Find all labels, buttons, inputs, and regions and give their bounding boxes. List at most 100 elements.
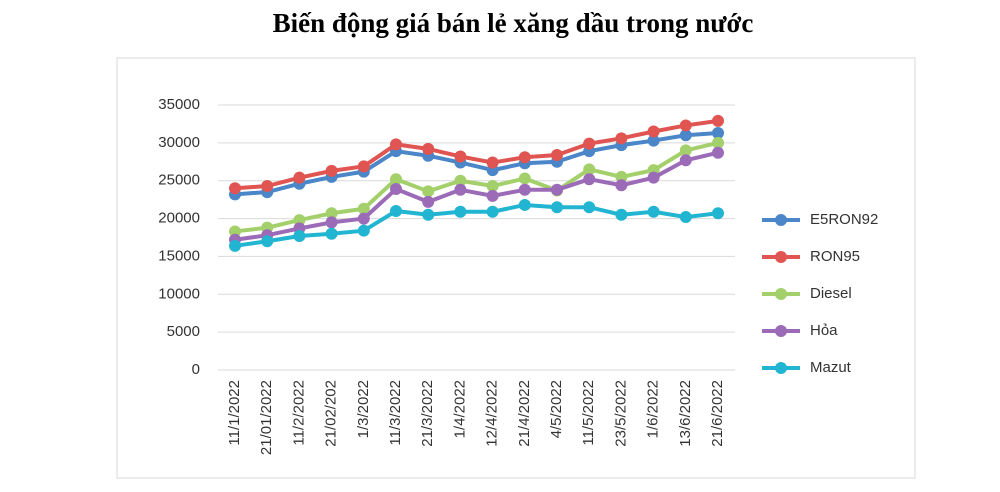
point xyxy=(325,164,338,177)
point xyxy=(583,201,596,214)
y-tick-label: 5000 xyxy=(167,323,200,340)
x-tick-label: 23/5/2022 xyxy=(612,380,629,447)
legend-label: E5RON92 xyxy=(810,211,878,228)
point xyxy=(357,212,370,225)
x-tick-label: 21/02/202 xyxy=(323,380,340,447)
y-tick-label: 30000 xyxy=(158,134,200,151)
point xyxy=(293,171,306,184)
x-tick-label: 12/4/2022 xyxy=(484,380,501,447)
legend-marker xyxy=(775,214,787,226)
point xyxy=(712,114,724,127)
point xyxy=(647,125,660,138)
point xyxy=(325,216,338,229)
point xyxy=(518,151,531,164)
legend-label: Mazut xyxy=(810,359,852,376)
y-tick-label: 20000 xyxy=(158,210,200,227)
point xyxy=(293,214,306,227)
point xyxy=(615,208,628,221)
point xyxy=(229,225,241,238)
point xyxy=(679,119,692,132)
point xyxy=(293,229,306,242)
point xyxy=(357,160,370,173)
y-tick-label: 25000 xyxy=(158,172,200,189)
point xyxy=(390,138,402,151)
point xyxy=(422,185,435,198)
x-tick-label: 11/1/2022 xyxy=(226,380,243,446)
x-tick-label: 1/6/2022 xyxy=(645,380,662,438)
x-tick-label: 11/5/2022 xyxy=(580,380,597,446)
x-tick-label: 11/3/2022 xyxy=(387,380,404,446)
x-tick-label: 4/5/2022 xyxy=(548,380,565,438)
series-line xyxy=(234,118,719,191)
series-line xyxy=(234,150,719,242)
plot-frame xyxy=(116,57,916,479)
x-tick-label: 21/01/2022 xyxy=(258,380,275,455)
point xyxy=(422,142,435,155)
point xyxy=(390,205,402,217)
legend-marker xyxy=(775,362,787,374)
series-line xyxy=(234,140,719,234)
point xyxy=(261,180,274,193)
point xyxy=(261,235,274,248)
point xyxy=(454,174,467,187)
point xyxy=(454,183,467,196)
point xyxy=(551,201,563,214)
x-tick-label: 21/3/2022 xyxy=(419,380,436,447)
point xyxy=(518,172,531,185)
series-line xyxy=(234,202,719,248)
point xyxy=(583,173,596,186)
point xyxy=(422,195,435,208)
point xyxy=(518,198,531,211)
x-tick-label: 21/4/2022 xyxy=(516,380,533,447)
point xyxy=(647,134,660,147)
point xyxy=(486,189,499,202)
legend-marker xyxy=(775,251,787,263)
y-tick-label: 10000 xyxy=(158,285,200,302)
point xyxy=(422,208,435,221)
point xyxy=(712,127,724,140)
x-tick-label: 13/6/2022 xyxy=(677,380,694,447)
point xyxy=(647,205,660,218)
point xyxy=(712,207,724,220)
point xyxy=(679,129,692,142)
point xyxy=(712,146,724,159)
point xyxy=(647,171,660,184)
point xyxy=(518,183,531,196)
y-tick-label: 15000 xyxy=(158,247,200,264)
legend-marker xyxy=(775,288,787,300)
point xyxy=(551,148,563,161)
y-tick-label: 0 xyxy=(192,361,200,378)
point xyxy=(325,227,338,240)
point xyxy=(390,173,402,186)
chart-title: Biến động giá bán lẻ xăng dầu trong nước xyxy=(273,8,754,38)
legend-label: RON95 xyxy=(810,248,860,265)
legend-label: Diesel xyxy=(810,285,852,302)
x-tick-label: 11/2/2022 xyxy=(290,380,307,446)
x-tick-label: 1/4/2022 xyxy=(451,380,468,438)
point xyxy=(390,183,402,196)
point xyxy=(454,205,467,218)
point xyxy=(486,156,499,169)
legend-label: Hỏa xyxy=(810,322,838,339)
series-line xyxy=(234,131,719,197)
x-tick-label: 1/3/2022 xyxy=(355,380,372,438)
point xyxy=(615,170,628,183)
y-tick-label: 35000 xyxy=(158,96,200,113)
point xyxy=(486,180,499,193)
point xyxy=(679,211,692,224)
point xyxy=(583,137,596,150)
x-tick-label: 21/6/2022 xyxy=(709,380,726,447)
point xyxy=(712,136,724,149)
point xyxy=(357,224,370,237)
point xyxy=(229,182,241,195)
point xyxy=(679,144,692,157)
point xyxy=(551,183,563,196)
point xyxy=(357,202,370,215)
point xyxy=(583,163,596,176)
point xyxy=(615,179,628,192)
point xyxy=(615,132,628,145)
legend-marker xyxy=(775,325,787,337)
point xyxy=(454,150,467,163)
point xyxy=(229,239,241,252)
